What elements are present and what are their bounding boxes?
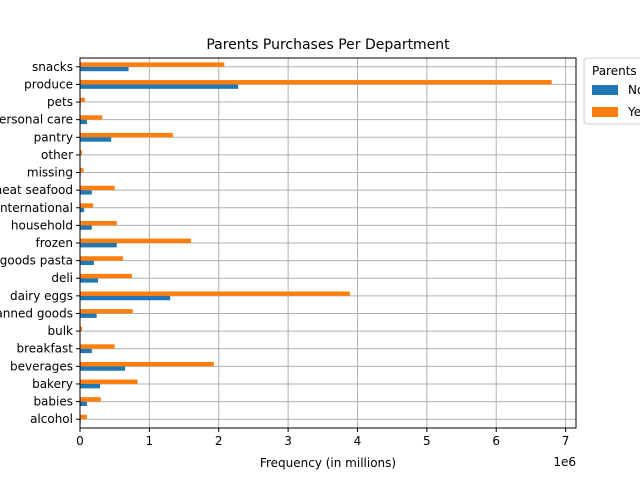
bar-no-frozen xyxy=(80,243,117,248)
y-tick-label: meat seafood xyxy=(0,183,73,197)
legend-swatch-yes xyxy=(592,107,618,117)
bar-no-household xyxy=(80,225,92,230)
bar-yes-missing xyxy=(80,168,84,173)
bar-no-dairy-eggs xyxy=(80,295,171,301)
y-tick-label: missing xyxy=(27,166,73,180)
bar-yes-frozen xyxy=(80,238,191,243)
y-tick-label: snacks xyxy=(32,60,73,74)
x-tick-label: 2 xyxy=(215,434,223,448)
y-tick-labels: alcohol babies bakery beverages breakfast bul… xyxy=(0,60,73,426)
x-axis-label: Frequency (in millions) xyxy=(260,456,396,470)
bar-yes-international xyxy=(80,203,94,208)
bar-yes-bakery xyxy=(80,379,138,384)
legend-label-no: No xyxy=(628,83,640,97)
bar-yes-other xyxy=(80,150,83,155)
x-tick-label: 0 xyxy=(76,434,84,448)
y-tick-label: dry goods pasta xyxy=(0,254,73,268)
bar-yes-pets xyxy=(80,97,85,103)
y-tick-label: canned goods xyxy=(0,306,73,320)
legend-swatch-no xyxy=(592,85,618,95)
x-offset-text: 1e6 xyxy=(553,455,576,469)
bar-no-dry-goods-pasta xyxy=(80,260,94,266)
y-tick-label: bakery xyxy=(32,377,73,391)
legend-label-yes: Yes xyxy=(627,105,640,119)
bar-yes-dry-goods-pasta xyxy=(80,256,124,261)
legend-title: Parents xyxy=(592,64,637,78)
y-tick-label: babies xyxy=(33,395,73,409)
bar-no-meat-seafood xyxy=(80,190,92,195)
y-tick-label: personal care xyxy=(0,113,73,127)
bar-no-bakery xyxy=(80,383,101,389)
bar-no-canned-goods xyxy=(80,313,97,318)
grid-lines xyxy=(79,58,576,428)
y-tick-label: pantry xyxy=(34,130,73,144)
x-tick-label: 4 xyxy=(354,434,362,448)
bar-yes-canned-goods xyxy=(80,309,133,314)
x-tick-label: 1 xyxy=(146,434,154,448)
x-tick-label: 6 xyxy=(492,434,500,448)
bar-yes-bulk xyxy=(80,326,83,332)
bar-yes-breakfast xyxy=(80,344,115,349)
bar-no-pantry xyxy=(80,137,112,142)
bar-no-deli xyxy=(80,278,99,283)
bar-yes-household xyxy=(80,220,117,226)
bar-yes-meat-seafood xyxy=(80,185,115,191)
chart-title: Parents Purchases Per Department xyxy=(206,37,450,53)
y-tick-label: breakfast xyxy=(16,342,73,356)
bar-yes-personal-care xyxy=(80,115,103,120)
bar-no-babies xyxy=(80,401,87,406)
axes xyxy=(76,57,577,432)
y-tick-label: deli xyxy=(51,271,73,285)
bar-yes-dairy-eggs xyxy=(80,291,350,296)
x-tick-labels: 0 1 2 3 4 5 6 7 xyxy=(76,434,569,448)
y-tick-label: pets xyxy=(47,95,73,109)
y-tick-label: other xyxy=(41,148,73,162)
y-tick-label: beverages xyxy=(10,359,73,373)
bar-yes-snacks xyxy=(80,62,225,67)
bar-no-beverages xyxy=(80,366,126,371)
x-tick-label: 3 xyxy=(284,434,292,448)
bar-yes-pantry xyxy=(80,132,173,138)
y-tick-label: frozen xyxy=(35,236,73,250)
y-tick-label: produce xyxy=(24,77,73,91)
bar-yes-alcohol xyxy=(80,414,87,420)
bars xyxy=(80,62,552,424)
y-tick-label: household xyxy=(11,218,73,232)
x-tick-label: 5 xyxy=(423,434,431,448)
bar-no-international xyxy=(80,207,85,213)
x-tick-label: 7 xyxy=(562,434,570,448)
bar-yes-babies xyxy=(80,397,101,402)
y-tick-label: international xyxy=(0,201,73,215)
bar-yes-beverages xyxy=(80,361,214,367)
bar-yes-produce xyxy=(80,80,552,85)
bar-no-produce xyxy=(80,84,239,89)
y-tick-label: bulk xyxy=(47,324,73,338)
legend: Parents No Yes xyxy=(583,57,640,125)
y-tick-label: dairy eggs xyxy=(10,289,73,303)
bar-no-personal-care xyxy=(80,119,87,125)
bar-no-snacks xyxy=(80,66,129,72)
y-tick-label: alcohol xyxy=(30,412,73,426)
bar-no-breakfast xyxy=(80,348,92,354)
bar-yes-deli xyxy=(80,273,133,279)
